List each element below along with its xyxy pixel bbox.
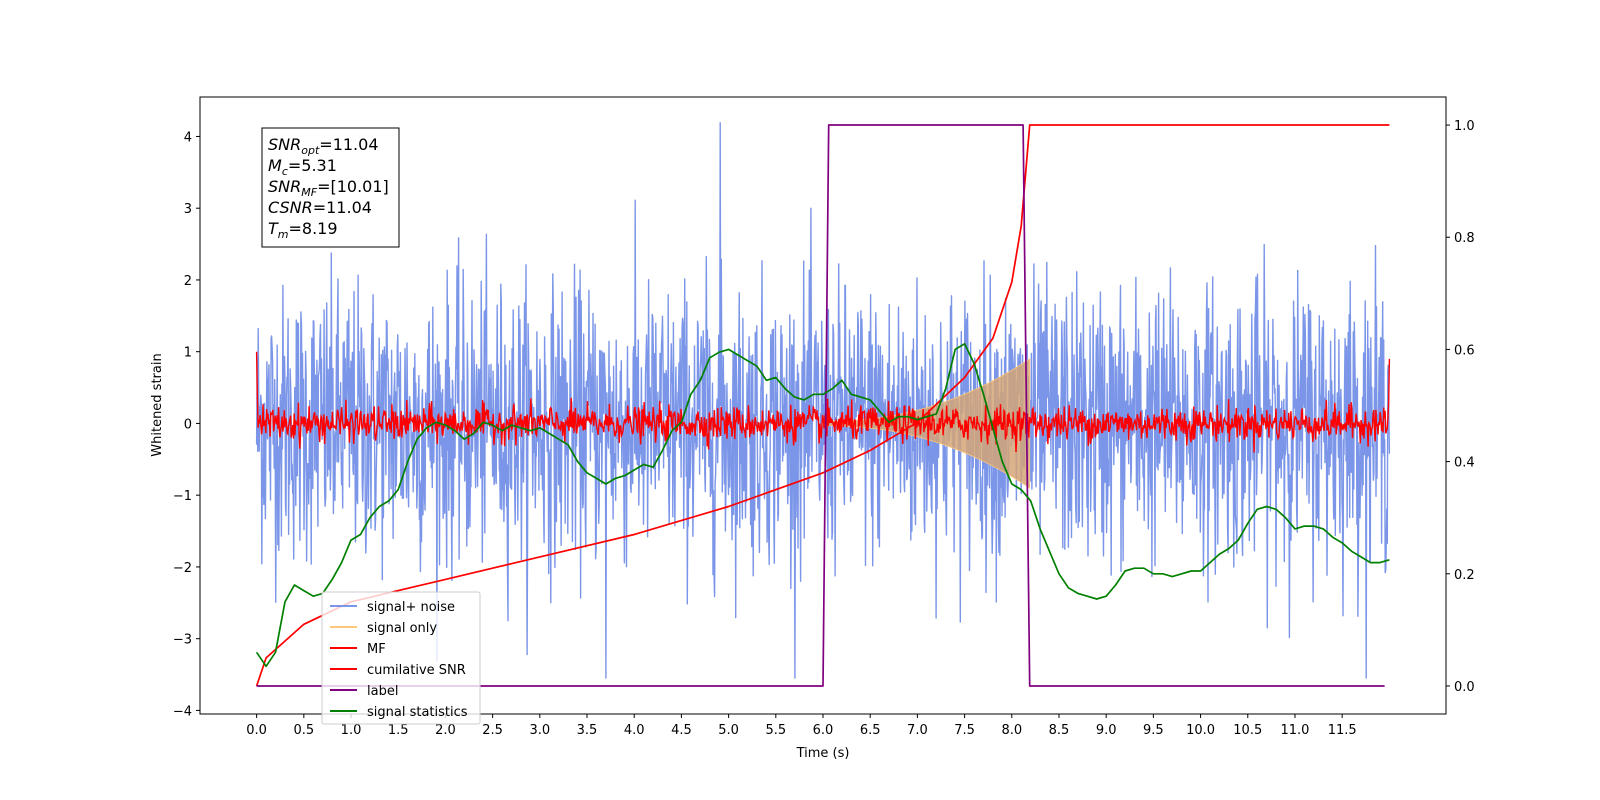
x-tick-label: 10.0 (1186, 723, 1215, 738)
legend-label: cumilative SNR (367, 663, 466, 678)
y2-tick-label: 0.8 (1454, 231, 1475, 246)
y-tick-label: 2 (184, 274, 192, 289)
annotation-line: SNRopt=11.04 (268, 135, 379, 157)
y2-tick-label: 0.2 (1454, 568, 1475, 583)
annotation-box: SNRopt=11.04Mc=5.31SNRMF=[10.01]CSNR=11.… (261, 127, 400, 248)
annotation-line: SNRMF=[10.01] (268, 177, 389, 199)
legend-label: signal statistics (367, 705, 468, 720)
x-tick-label: 5.0 (718, 723, 739, 738)
x-tick-label: 3.0 (529, 723, 550, 738)
y-tick-label: −2 (173, 561, 192, 576)
y-axis-ticks: 4 3 2 1 0 −1 −2 −3 −4 (173, 130, 200, 719)
x-tick-label: 9.0 (1096, 723, 1117, 738)
x-tick-label: 9.5 (1143, 723, 1164, 738)
x-tick-label: 0.0 (246, 723, 267, 738)
y-tick-label: 4 (184, 130, 192, 145)
annotation-line: CSNR=11.04 (268, 198, 372, 217)
x-axis-label: Time (s) (796, 746, 850, 761)
x-tick-label: 10.5 (1233, 723, 1262, 738)
y2-tick-label: 0.6 (1454, 343, 1475, 358)
legend-items: signal+ noise signal only MF cumilative SNR… (330, 600, 468, 720)
y-tick-label: 0 (184, 417, 192, 432)
legend-label: signal+ noise (367, 600, 455, 615)
y2-axis-ticks: 1.0 0.8 0.6 0.4 0.2 0.0 (1446, 119, 1475, 695)
x-tick-label: 5.5 (765, 723, 786, 738)
x-tick-label: 7.5 (954, 723, 975, 738)
y-tick-label: 3 (184, 202, 192, 217)
x-tick-label: 7.0 (907, 723, 928, 738)
y2-tick-label: 1.0 (1454, 119, 1475, 134)
y-tick-label: −3 (173, 633, 192, 648)
x-tick-label: 0.5 (293, 723, 314, 738)
x-tick-label: 2.0 (435, 723, 456, 738)
x-tick-label: 1.5 (388, 723, 409, 738)
y-tick-label: 1 (184, 346, 192, 361)
x-tick-label: 8.5 (1049, 723, 1070, 738)
x-tick-label: 11.0 (1280, 723, 1309, 738)
x-tick-label: 3.5 (577, 723, 598, 738)
annotation-line: Tm=8.19 (268, 219, 338, 241)
series-label (256, 124, 1385, 687)
annotation-line: Mc=5.31 (268, 156, 337, 178)
y2-tick-label: 0.4 (1454, 456, 1475, 471)
y2-tick-label: 0.0 (1454, 680, 1475, 695)
legend-frame (321, 591, 481, 725)
y-tick-label: −4 (173, 704, 192, 719)
x-tick-label: 4.5 (671, 723, 692, 738)
series-mf (255, 351, 1391, 453)
x-tick-label: 11.5 (1328, 723, 1357, 738)
x-tick-label: 6.5 (860, 723, 881, 738)
legend-label: signal only (367, 621, 437, 636)
series-signal-noise (255, 122, 1391, 679)
legend-label: label (367, 684, 398, 699)
x-tick-label: 1.0 (341, 723, 362, 738)
x-tick-label: 4.0 (624, 723, 645, 738)
annotation-lines: SNRopt=11.04Mc=5.31SNRMF=[10.01]CSNR=11.… (268, 135, 389, 241)
x-tick-label: 6.0 (813, 723, 834, 738)
x-tick-label: 8.0 (1001, 723, 1022, 738)
series-signal-statistics (255, 342, 1390, 668)
x-tick-label: 2.5 (482, 723, 503, 738)
annotation-frame (261, 127, 400, 248)
y-axis-label: Whitened strain (150, 353, 165, 456)
legend-label: MF (367, 642, 386, 657)
x-axis-ticks: 0.0 0.5 1.0 1.5 2.0 2.5 3.0 3.5 4.0 4.5 5.0 5.5 6.0 6… (246, 714, 1357, 738)
y-tick-label: −1 (173, 489, 192, 504)
legend: signal+ noise signal only MF cumilative SNR… (321, 591, 481, 725)
